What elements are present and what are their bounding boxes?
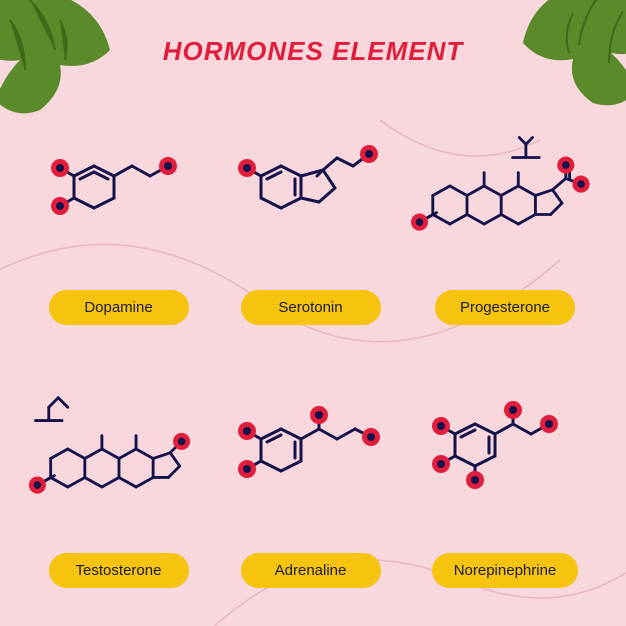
label-serotonin: Serotonin <box>241 290 381 325</box>
label-norepinephrine: Norepinephrine <box>432 553 579 588</box>
hormones-grid: Dopamine Serotonin Progesterone Testoste… <box>26 90 600 606</box>
molecule-adrenaline <box>225 353 396 545</box>
hormone-card-progesterone: Progesterone <box>410 90 600 343</box>
molecule-dopamine <box>26 90 211 282</box>
molecule-norepinephrine <box>410 353 600 545</box>
molecule-progesterone <box>410 90 600 282</box>
label-testosterone: Testosterone <box>49 553 189 588</box>
molecule-testosterone <box>26 353 211 545</box>
label-progesterone: Progesterone <box>435 290 575 325</box>
molecule-serotonin <box>225 90 396 282</box>
hormone-card-testosterone: Testosterone <box>26 353 211 606</box>
label-adrenaline: Adrenaline <box>241 553 381 588</box>
hormone-card-adrenaline: Adrenaline <box>225 353 396 606</box>
hormone-card-norepinephrine: Norepinephrine <box>410 353 600 606</box>
hormone-card-dopamine: Dopamine <box>26 90 211 343</box>
hormone-card-serotonin: Serotonin <box>225 90 396 343</box>
page-title: HORMONES ELEMENT <box>0 36 626 67</box>
label-dopamine: Dopamine <box>49 290 189 325</box>
